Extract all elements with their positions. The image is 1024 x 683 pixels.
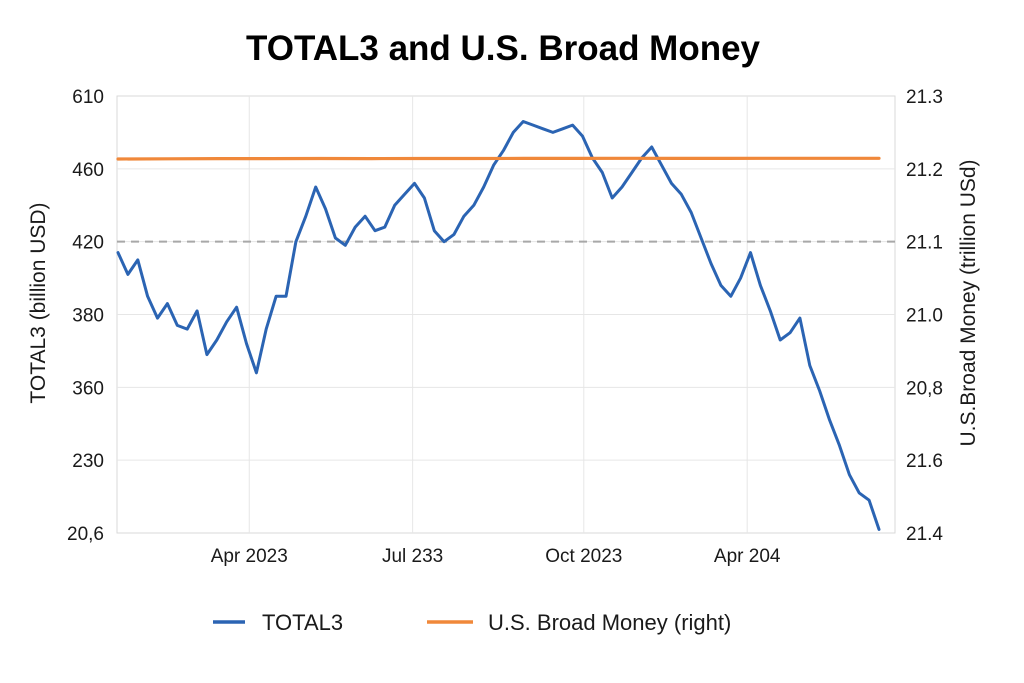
x-tick-label: Apr 204 [714,546,781,567]
x-axis-ticks: Apr 2023 Jul 233 Oct 2023 Apr 204 [211,546,781,567]
left-tick-label: 360 [72,378,104,399]
plot-area [116,95,896,534]
legend: TOTAL3 U.S. Broad Money (right) [213,610,731,635]
legend-label-broad-money: U.S. Broad Money (right) [488,610,731,635]
vertical-gridlines [248,96,748,533]
right-tick-label: 21.6 [906,451,943,472]
x-tick-label: Apr 2023 [211,546,288,567]
chart-title: TOTAL3 and U.S. Broad Money [246,29,761,68]
series-layer [116,120,881,531]
x-tick-label: Jul 233 [382,546,443,567]
right-tick-label: 21.0 [906,306,943,327]
left-axis-label: TOTAL3 (billion USD) [27,202,50,403]
left-tick-label: 420 [72,233,104,254]
left-axis-ticks: 610 460 420 380 360 230 20,6 [67,87,104,545]
series-line-total3 [116,120,881,531]
right-tick-label: 21.2 [906,160,943,181]
x-tick-label: Oct 2023 [545,546,622,567]
left-tick-label: 230 [72,451,104,472]
right-tick-label: 21.1 [906,233,943,254]
right-tick-label: 21.4 [906,524,943,545]
left-tick-label: 610 [72,87,104,108]
right-tick-label: 21.3 [906,87,943,108]
right-tick-label: 20,8 [906,378,943,399]
horizontal-gridlines [117,168,895,461]
right-axis-label: U.S.Broad Money (trillion USd) [957,159,980,446]
legend-label-total3: TOTAL3 [262,610,343,635]
right-axis-ticks: 21.3 21.2 21.1 21.0 20,8 21.6 21.4 [906,87,943,545]
left-tick-label: 380 [72,306,104,327]
left-tick-label: 20,6 [67,524,104,545]
series-line-broad-money [116,156,881,161]
left-tick-label: 460 [72,160,104,181]
